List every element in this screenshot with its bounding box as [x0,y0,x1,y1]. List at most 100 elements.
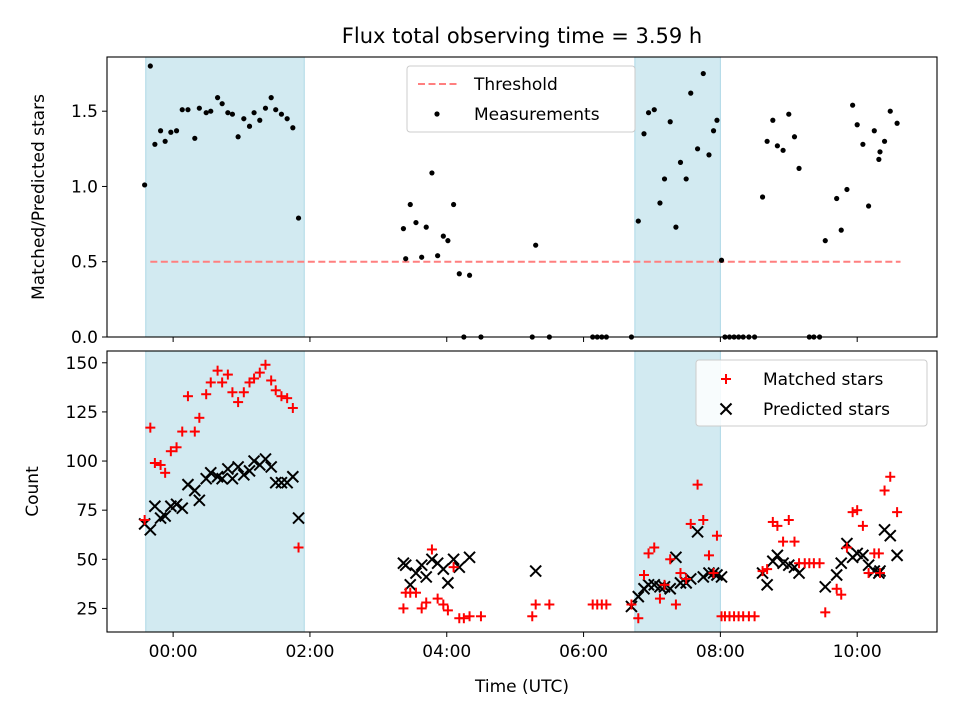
predicted-point-b [158,509,172,523]
predicted-point [415,558,428,572]
measurement-point [844,186,850,193]
predicted-point-b [243,464,256,478]
measurement-point [850,102,856,108]
measurement-point [219,101,225,107]
predicted-point-b [884,529,897,542]
predicted-point [204,466,217,480]
measurement-point [445,238,451,244]
legend-plus-marker [721,374,731,384]
measurement-point [667,119,673,125]
measurement-point [635,218,641,224]
matched-point [852,505,863,516]
predicted-point [447,553,460,566]
matched-point [458,613,469,624]
matched-point [254,367,265,378]
predicted-point [176,501,189,515]
measurement-point [759,194,766,200]
matched-point [783,514,794,525]
measurement-point [714,117,720,123]
predicted-point [771,549,784,562]
predicted-point-b [269,476,282,489]
threshold-legend-label: Threshold [473,75,558,95]
predicted-point [247,454,261,468]
measurement-point [657,200,663,206]
predicted-point [144,523,157,537]
bottom-panel: 25 50 75 100 125 150 00:00 02:00 04:00 06:00 08:0… [23,350,938,697]
measurement-point [273,107,279,113]
matched-point [177,426,188,437]
predicted-point-b [691,525,704,538]
predicted-point [463,551,476,564]
matched-point [873,548,884,559]
matched-point [638,570,649,581]
measurement-point [871,128,877,134]
predicted-point [221,462,235,476]
measurement-point [688,90,694,96]
measurement-point [241,116,247,122]
predicted-point [830,568,843,582]
predicted-point [529,564,542,578]
y-tick-label: 0.5 [71,253,98,273]
predicted-point [890,549,904,562]
measurement-point [251,110,257,116]
legend-x-marker [719,402,733,416]
measurement-point [718,257,725,263]
measurements-legend-label: Measurements [474,105,600,125]
measurement-point [423,224,429,230]
x-tick-label: 06:00 [559,642,608,662]
measurement-point [791,134,798,140]
matched-point [831,583,842,594]
measurement-point [162,138,168,144]
predicted-point-b [697,570,710,584]
predicted-point-b [632,590,645,603]
y-tick-label: 1.0 [71,177,98,197]
matched-point [670,599,681,610]
predicted-point-b [211,470,224,483]
predicted-point [425,553,439,566]
predicted-point [193,494,206,507]
predicted-point [275,476,288,489]
matched-point [238,387,249,398]
measurement-point [877,149,883,155]
matched-point [544,599,555,610]
matched-point [432,593,443,604]
measurement-point [407,201,413,208]
predicted-point-b [247,454,261,468]
measurement-point [466,272,473,278]
matched-point [885,471,896,482]
matched-point [212,365,223,376]
matched-point [227,387,238,398]
matched-point [654,593,665,604]
matched-point [448,562,459,573]
matched-point [711,530,722,541]
matched-point [165,446,176,457]
predicted-point-b [176,501,189,515]
matched-point [789,536,800,547]
matched-point [194,412,205,423]
predicted-point-b [144,523,157,537]
predicted-point [148,500,162,513]
measurement-point [403,256,409,262]
matched-point [879,485,890,496]
matched-point [863,568,874,579]
matched-legend-swatch [721,374,731,384]
predicted-point-b [170,498,183,511]
predicted-point-b [642,578,655,592]
x-tick-label: 00:00 [149,642,198,662]
predicted-point-b [710,568,724,582]
predicted-point-b [447,553,460,566]
matched-point [233,397,244,408]
measurement-point [262,105,269,111]
measurement-point [786,111,792,117]
measurement-point [435,253,441,259]
matched-stars-series [139,359,903,624]
predicted-point [760,578,774,592]
predicted-point [170,498,183,511]
matched-point [201,389,212,400]
measurement-point [196,105,202,111]
matched-point [643,548,654,559]
predicted-point [188,484,201,497]
predicted-point-b [669,551,683,564]
predicted-point-b [399,558,412,572]
